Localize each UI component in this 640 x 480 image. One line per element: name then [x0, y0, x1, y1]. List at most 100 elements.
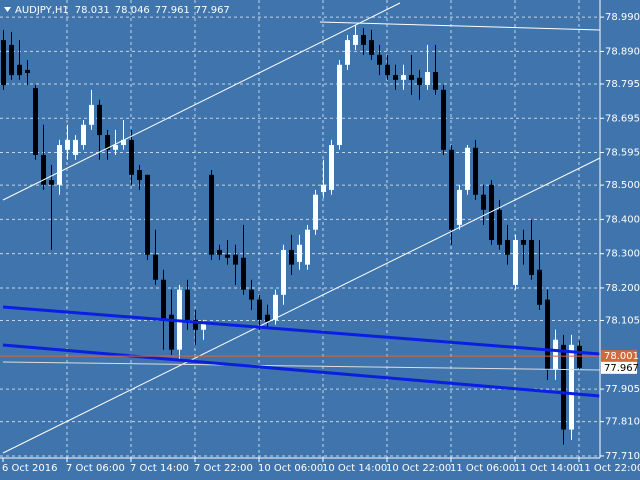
candle-body [561, 344, 566, 430]
candle-body [409, 75, 414, 80]
trendline [2, 361, 601, 371]
candle-body [65, 139, 70, 150]
candle-body [473, 147, 478, 195]
y-tick-label: 78.400 [605, 214, 640, 225]
candle-body [41, 154, 46, 185]
candle-body [273, 294, 278, 320]
y-tick-label: 78.300 [605, 249, 640, 260]
candle-body [353, 34, 358, 45]
x-tick-label: 11 Oct 06:00 [450, 463, 515, 474]
trendline [2, 2, 401, 201]
y-tick-label: 78.500 [605, 180, 640, 191]
candle-body [569, 344, 574, 430]
candle-body [465, 147, 470, 190]
candle-body [73, 139, 78, 155]
y-tick-label: 78.795 [605, 79, 640, 90]
candle-body [441, 89, 446, 150]
candle-body [521, 239, 526, 245]
trendlines [2, 2, 601, 454]
candle-body [81, 124, 86, 146]
candle-body [153, 254, 158, 280]
candle-body [433, 71, 438, 90]
candle-body [553, 339, 558, 370]
candle-body [313, 194, 318, 230]
trendline [319, 21, 601, 31]
header-high: 78.046 [115, 5, 150, 16]
candle-body [169, 314, 174, 350]
candle-body [233, 254, 238, 265]
candle-body [201, 321, 206, 330]
current-price-marker [601, 361, 637, 374]
trendline [2, 157, 601, 454]
candle-body [137, 170, 142, 180]
candle-body [57, 145, 62, 185]
x-tick-label: 11 Oct 22:00 [578, 463, 640, 474]
candle-body [425, 71, 430, 86]
price-level-label: 78.001 [604, 351, 639, 362]
candle-body [321, 184, 326, 192]
y-tick-label: 78.200 [605, 283, 640, 294]
candle-body [9, 44, 14, 76]
candle-body [513, 239, 518, 285]
candle-body [257, 299, 262, 320]
candle-body [345, 40, 350, 65]
candle-body [265, 314, 270, 322]
candle-body [209, 174, 214, 255]
candle-body [505, 239, 510, 255]
candle-body [97, 104, 102, 136]
y-tick-label: 77.710 [605, 451, 640, 462]
candles [1, 25, 582, 445]
y-tick-label: 78.695 [605, 113, 640, 124]
y-tick-label: 78.595 [605, 148, 640, 159]
y-tick-label: 78.890 [605, 46, 640, 57]
candle-body [161, 279, 166, 320]
candle-body [89, 104, 94, 125]
x-tick-label: 10 Oct 14:00 [322, 463, 387, 474]
price-level-marker [601, 350, 637, 363]
candle-body [249, 289, 254, 300]
candle-body [401, 75, 406, 80]
x-tick-label: 11 Oct 14:00 [514, 463, 579, 474]
candle-body [369, 40, 374, 55]
x-tick-label: 7 Oct 06:00 [66, 463, 125, 474]
header-close: 77.967 [195, 5, 230, 16]
candle-body [497, 209, 502, 245]
candle-body [193, 319, 198, 330]
candle-body [297, 244, 302, 262]
y-tick-label: 77.905 [605, 384, 640, 395]
candle-body [329, 145, 334, 190]
y-tick-label: 78.105 [605, 316, 640, 327]
y-tick-label: 78.990 [605, 12, 640, 23]
y-tick-label: 77.810 [605, 417, 640, 428]
header-open: 78.031 [75, 5, 110, 16]
candle-body [545, 299, 550, 370]
candle-body [25, 69, 30, 74]
candle-body [185, 289, 190, 320]
candle-body [105, 135, 110, 150]
candle-body [121, 139, 126, 146]
candle-body [457, 189, 462, 225]
candle-body [289, 249, 294, 265]
x-tick-label: 10 Oct 06:00 [258, 463, 323, 474]
candle-body [129, 139, 134, 175]
candle-body [337, 64, 342, 146]
candle-body [577, 345, 582, 368]
header-low: 77.961 [155, 5, 190, 16]
x-tick-label: 7 Oct 22:00 [194, 463, 253, 474]
candle-body [49, 179, 54, 185]
candle-body [489, 184, 494, 240]
x-tick-label: 6 Oct 2016 [2, 463, 57, 474]
candle-body [113, 145, 118, 150]
trendline [2, 343, 601, 398]
candle-body [529, 239, 534, 275]
trendline [2, 305, 601, 356]
axes: 78.990 78.890 78.795 78.695 78.595 78.500 78.4… [2, 12, 640, 474]
candle-body [145, 174, 150, 255]
candle-body [1, 40, 6, 86]
x-tick-label: 10 Oct 22:00 [386, 463, 451, 474]
candle-body [361, 34, 366, 45]
candle-body [225, 254, 230, 258]
candle-body [33, 88, 38, 155]
candle-body [305, 229, 310, 265]
